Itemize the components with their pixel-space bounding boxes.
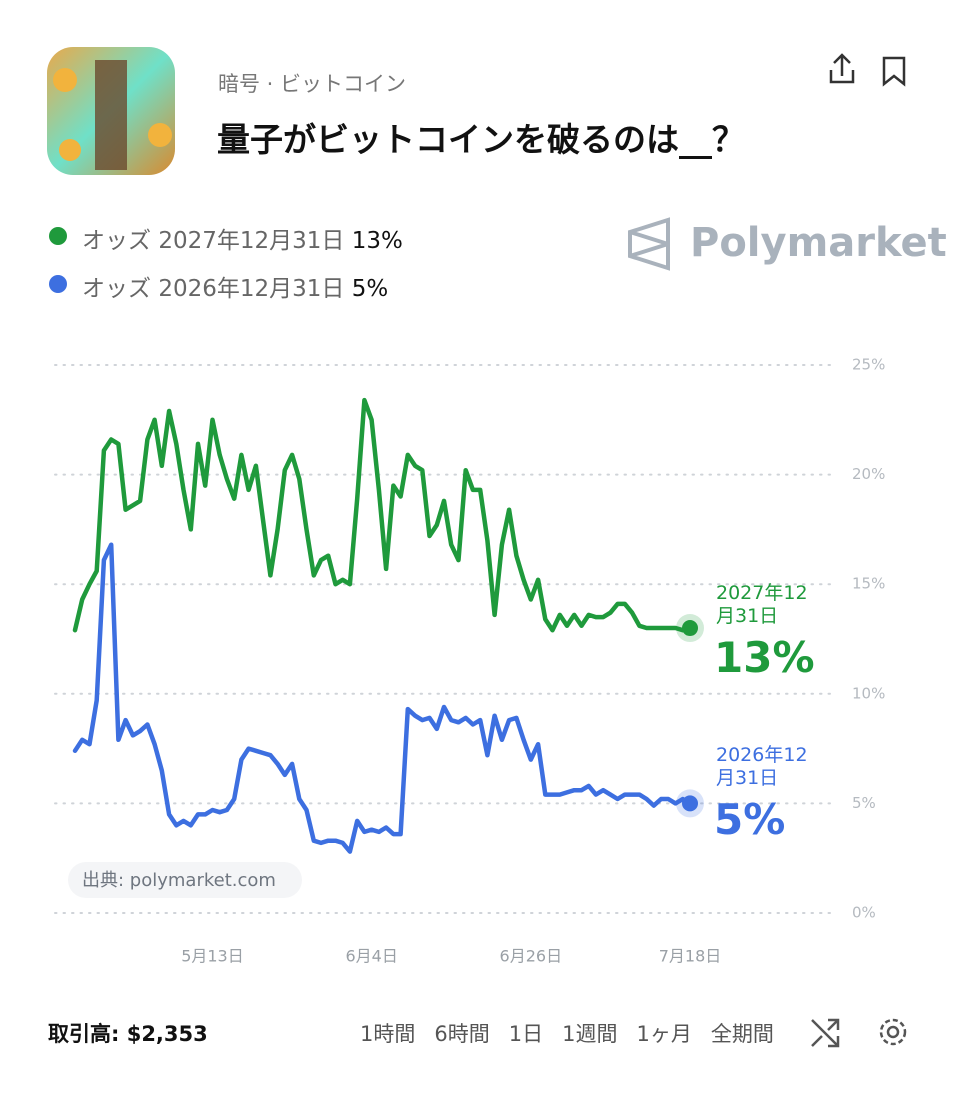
y-tick-label: 0% (852, 904, 876, 922)
title: 量子がビットコインを破るのは__？ (217, 120, 745, 159)
shuffle-icon[interactable] (811, 1018, 840, 1048)
end-dot (682, 795, 698, 812)
logo-text: Polymarket (690, 220, 947, 266)
category: 暗号 · ビットコイン (218, 72, 407, 96)
y-tick-label: 10% (852, 684, 885, 702)
volume: 取引高: $2,353 (48, 1022, 208, 1046)
range-button[interactable]: 1ヶ月 (636, 1022, 692, 1046)
x-tick-label: 5月13日 (181, 947, 244, 966)
range-button[interactable]: 6時間 (434, 1022, 490, 1046)
y-tick-label: 15% (852, 575, 885, 593)
legend-prefix: オッズ (82, 228, 151, 254)
legend-value: 5% (351, 276, 389, 302)
end-label: 2027年12月31日 (716, 582, 808, 627)
range-buttons: 1時間 6時間 1日 1週間 1ヶ月 全期間 (360, 1018, 774, 1048)
end-label: 2026年12月31日 (716, 744, 808, 789)
end-dot (682, 620, 698, 637)
range-button[interactable]: 1日 (508, 1022, 544, 1046)
y-tick-label: 20% (852, 465, 885, 483)
x-tick-label: 6月4日 (345, 947, 397, 966)
legend-dot (49, 275, 67, 293)
share-icon[interactable] (829, 53, 855, 84)
legend-value: 13% (351, 228, 403, 254)
market-icon (47, 47, 175, 175)
range-button[interactable]: 全期間 (710, 1022, 774, 1046)
source: 出典: polymarket.com (82, 870, 276, 891)
series-line (72, 542, 693, 854)
legend-entry: オッズ 2027年12月31日 13% (82, 221, 403, 255)
logo-icon (628, 217, 670, 271)
bookmark-icon[interactable] (882, 56, 906, 87)
series-line (72, 397, 693, 633)
legend-prefix: オッズ (82, 276, 151, 302)
end-value: 13% (714, 633, 815, 682)
x-tick-label: 7月18日 (659, 947, 722, 966)
range-button[interactable]: 1週間 (562, 1022, 618, 1046)
x-tick-label: 6月26日 (500, 947, 563, 966)
y-tick-label: 25% (852, 356, 885, 374)
y-tick-label: 5% (852, 794, 876, 812)
source-pill (68, 862, 302, 898)
legend-entry: オッズ 2026年12月31日 5% (82, 269, 388, 303)
range-button[interactable]: 1時間 (360, 1022, 416, 1046)
end-value: 5% (714, 795, 786, 844)
legend-dot (49, 227, 67, 245)
legend-label: 2026年12月31日 (158, 276, 345, 302)
settings-icon[interactable] (879, 1018, 907, 1046)
legend-label: 2027年12月31日 (158, 228, 345, 254)
